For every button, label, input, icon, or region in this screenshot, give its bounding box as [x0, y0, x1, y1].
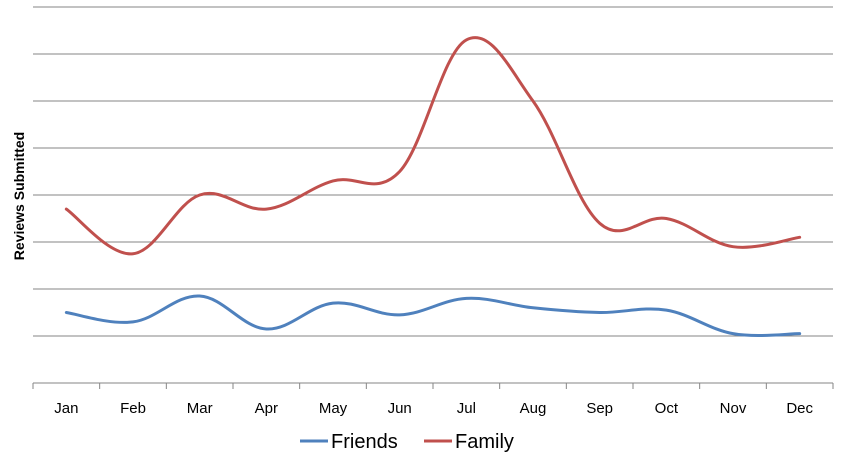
x-tick-label: Jan — [54, 400, 78, 417]
x-tick-label: Aug — [520, 400, 547, 417]
y-axis-title: Reviews Submitted — [11, 132, 27, 260]
x-tick-label: Nov — [720, 400, 747, 417]
legend-label: Friends — [331, 431, 398, 453]
x-tick-label: Jun — [388, 400, 412, 417]
friends-points — [65, 295, 801, 336]
family-data-point — [398, 170, 401, 173]
friends-data-point — [198, 295, 201, 298]
family-data-point — [198, 194, 201, 197]
family-data-point — [265, 208, 268, 211]
family-data-point — [732, 245, 735, 248]
legend-label: Family — [455, 431, 514, 453]
x-tick-label: May — [319, 400, 348, 417]
legend: Friends Family — [300, 431, 514, 453]
friends-data-point — [798, 332, 801, 335]
x-tick-label: Oct — [655, 400, 679, 417]
x-tick-label: Jul — [457, 400, 476, 417]
family-data-point — [798, 236, 801, 239]
x-tick-labels: Jan Feb Mar Apr May Jun Jul Aug Sep Oct Nov Dec — [54, 400, 813, 417]
family-data-point — [332, 179, 335, 182]
friends-data-point — [465, 297, 468, 300]
friends-data-point — [598, 311, 601, 314]
family-series-line — [64, 36, 802, 256]
legend-item-family: Family — [424, 431, 514, 453]
x-tick-label: Dec — [786, 400, 813, 417]
x-tick-label: Sep — [586, 400, 613, 417]
friends-data-point — [398, 313, 401, 316]
family-data-point — [532, 100, 535, 103]
family-data-point — [465, 38, 468, 41]
series-lines — [64, 36, 802, 338]
family-data-point — [65, 208, 68, 211]
friends-data-point — [332, 302, 335, 305]
friends-data-point — [65, 311, 68, 314]
friends-data-point — [132, 320, 135, 323]
legend-item-friends: Friends — [300, 431, 398, 453]
family-data-point — [598, 222, 601, 225]
x-tick-label: Apr — [255, 400, 278, 417]
friends-series-line — [64, 294, 802, 338]
family-data-point — [665, 217, 668, 220]
x-tick-label: Mar — [187, 400, 213, 417]
gridlines — [33, 6, 833, 337]
friends-data-point — [665, 309, 668, 312]
x-axis — [32, 382, 834, 389]
friends-data-point — [532, 306, 535, 309]
family-data-point — [132, 252, 135, 255]
friends-data-point — [265, 327, 268, 330]
x-tick-label: Feb — [120, 400, 146, 417]
friends-data-point — [732, 332, 735, 335]
family-points — [65, 38, 801, 255]
